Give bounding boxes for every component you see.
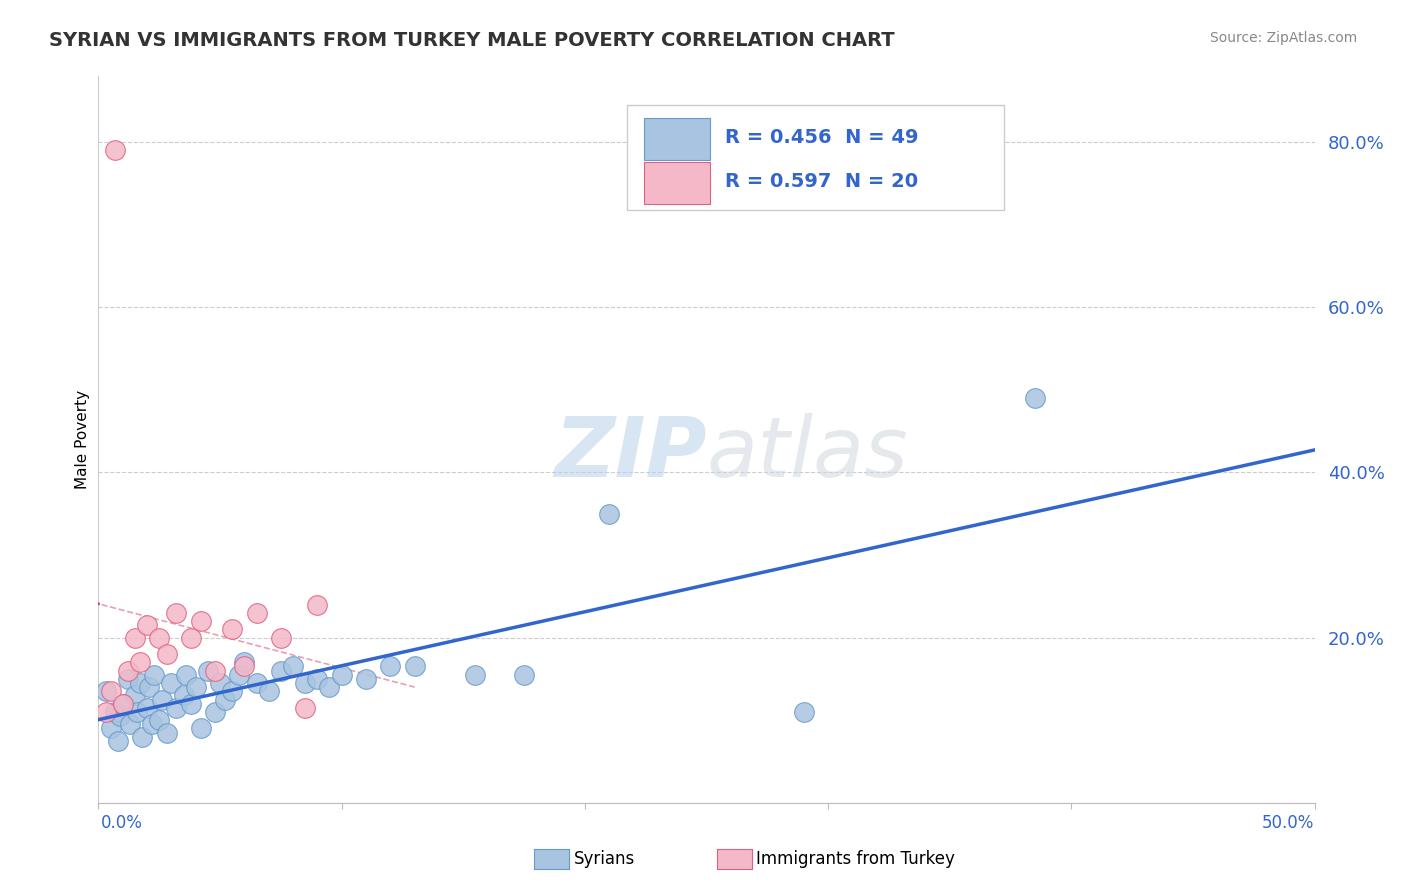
Point (184, 680, 207, 694)
Point (107, 734, 129, 748)
Point (165, 700, 187, 714)
Point (464, 667, 486, 681)
Text: atlas: atlas (707, 413, 908, 494)
Point (190, 614, 212, 628)
Y-axis label: Male Poverty: Male Poverty (75, 390, 90, 489)
Point (155, 647, 177, 661)
Point (131, 730, 153, 744)
Point (117, 664, 139, 678)
Point (204, 705, 226, 719)
Point (204, 664, 226, 678)
Point (233, 659, 256, 673)
Point (294, 676, 316, 690)
Point (148, 713, 170, 727)
Point (118, 717, 141, 731)
Point (330, 667, 353, 681)
Point (136, 700, 159, 714)
Point (245, 676, 267, 690)
Point (257, 684, 280, 698)
Point (128, 676, 150, 690)
Point (221, 623, 243, 637)
Text: Source: ZipAtlas.com: Source: ZipAtlas.com (1209, 31, 1357, 45)
Point (354, 672, 377, 686)
Point (190, 722, 212, 736)
Point (180, 631, 202, 645)
Point (100, 684, 122, 698)
Text: Syrians: Syrians (574, 850, 636, 868)
Point (127, 705, 149, 719)
Point (380, 659, 402, 673)
Point (404, 659, 426, 673)
Text: ZIP: ZIP (554, 413, 707, 494)
Point (143, 667, 166, 681)
Point (160, 676, 183, 690)
Point (150, 692, 173, 706)
Text: Immigrants from Turkey: Immigrants from Turkey (756, 850, 955, 868)
Text: R = 0.456  N = 49: R = 0.456 N = 49 (724, 128, 918, 147)
Point (281, 659, 304, 673)
Point (136, 618, 159, 632)
Text: SYRIAN VS IMMIGRANTS FROM TURKEY MALE POVERTY CORRELATION CHART: SYRIAN VS IMMIGRANTS FROM TURKEY MALE PO… (49, 31, 894, 50)
Point (221, 684, 243, 698)
Point (270, 664, 292, 678)
Point (1024, 391, 1046, 405)
Text: 0.0%: 0.0% (101, 814, 143, 831)
Point (307, 672, 329, 686)
FancyBboxPatch shape (644, 118, 710, 161)
Point (110, 709, 132, 723)
Point (117, 672, 139, 686)
Text: R = 0.597  N = 20: R = 0.597 N = 20 (724, 172, 918, 191)
Point (245, 606, 267, 620)
Point (197, 664, 219, 678)
Point (155, 725, 177, 739)
Point (124, 631, 146, 645)
Text: 50.0%: 50.0% (1263, 814, 1315, 831)
Point (100, 722, 122, 736)
Point (94, 684, 117, 698)
Point (128, 656, 150, 670)
Point (233, 656, 256, 670)
Point (180, 697, 202, 711)
Point (228, 667, 250, 681)
Point (111, 697, 134, 711)
Point (307, 598, 329, 612)
Point (598, 507, 620, 521)
Point (138, 680, 160, 694)
Point (294, 700, 316, 714)
Point (318, 680, 340, 694)
FancyBboxPatch shape (644, 161, 710, 203)
Point (165, 606, 187, 620)
Point (209, 676, 232, 690)
Point (513, 667, 536, 681)
Point (94, 705, 117, 719)
Point (214, 692, 236, 706)
Point (174, 667, 197, 681)
FancyBboxPatch shape (627, 105, 1004, 211)
Point (148, 631, 170, 645)
Point (104, 143, 127, 157)
Point (270, 631, 292, 645)
Point (793, 705, 815, 719)
Point (124, 689, 146, 703)
Point (173, 689, 195, 703)
Point (104, 705, 127, 719)
Point (141, 717, 163, 731)
Point (111, 697, 134, 711)
